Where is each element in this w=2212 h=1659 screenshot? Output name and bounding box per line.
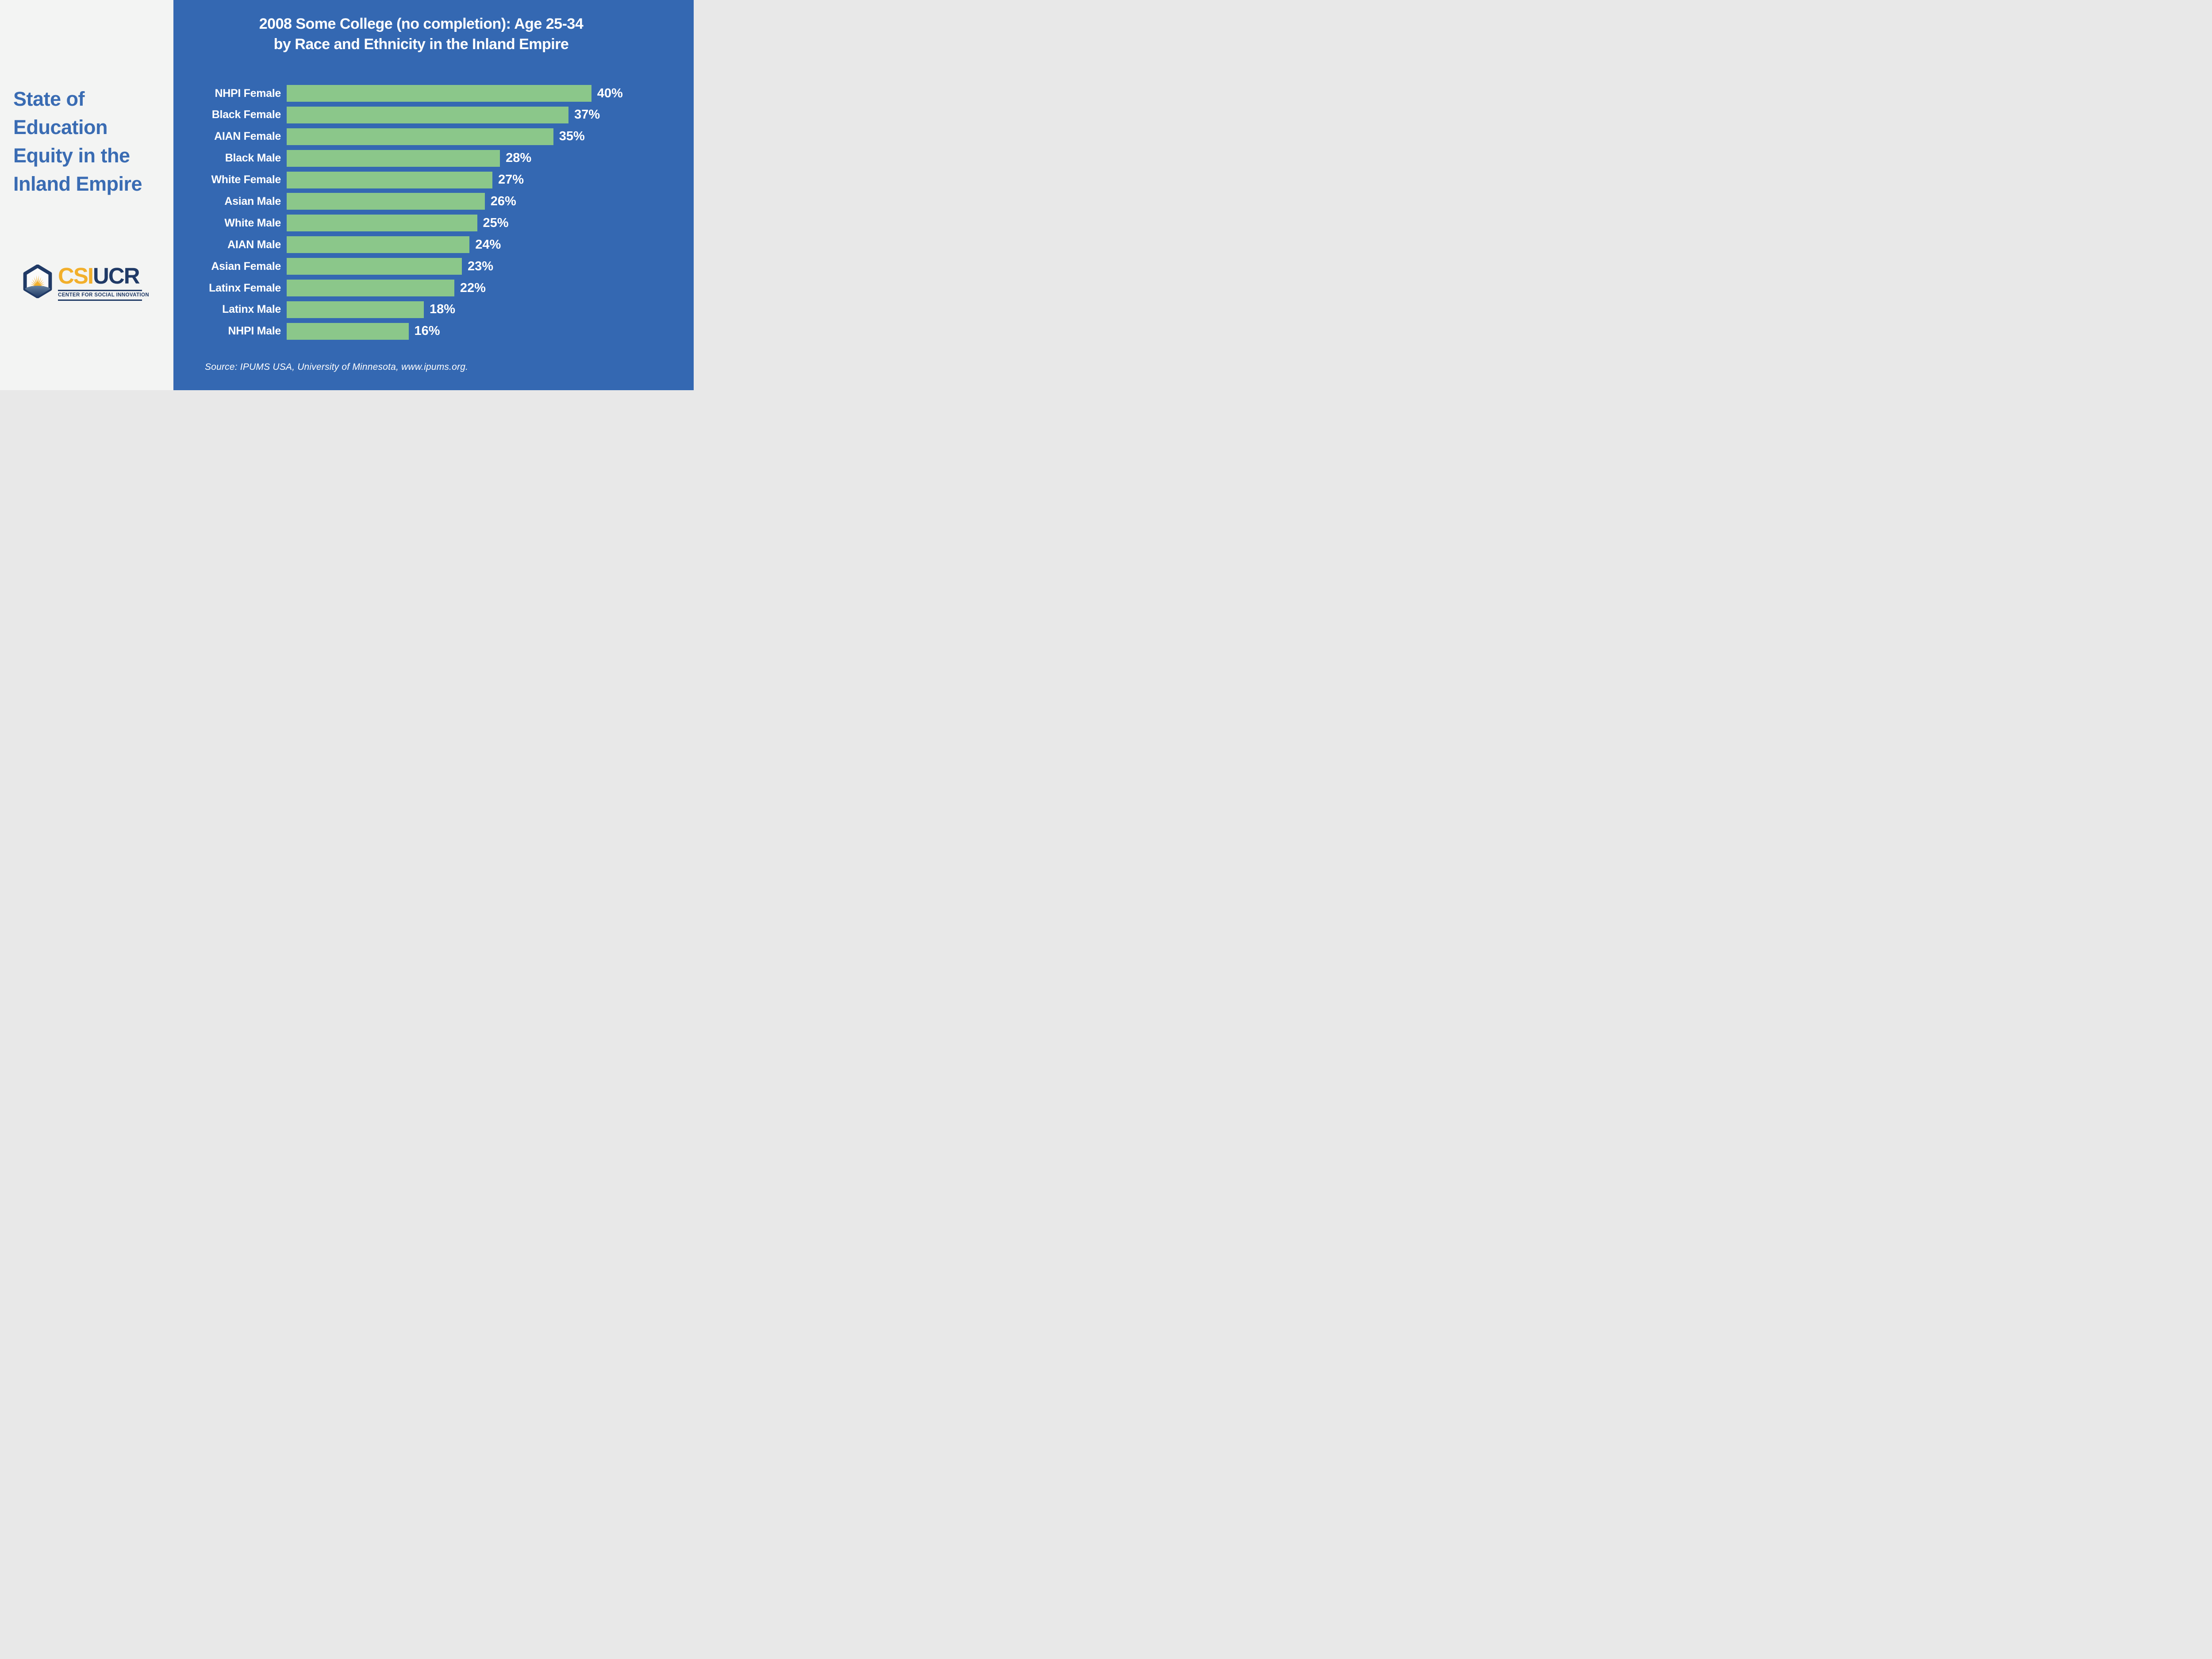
bar-row: Black Male 28%: [173, 150, 694, 167]
report-title-line: Equity in the: [13, 144, 130, 167]
bar-value: 22%: [460, 280, 486, 295]
bar-value: 18%: [429, 302, 455, 317]
bar-label: Latinx Female: [209, 281, 281, 294]
source-note: Source: IPUMS USA, University of Minneso…: [205, 362, 469, 372]
bar-label: White Male: [224, 216, 281, 229]
logo-csi-text: CSI: [58, 263, 94, 288]
report-title: State of Education Equity in the Inland …: [13, 85, 142, 198]
bar-label: AIAN Male: [227, 238, 281, 251]
bar: [287, 193, 485, 210]
bar-row: White Male 25%: [173, 215, 694, 232]
bar-row: AIAN Female 35%: [173, 128, 694, 145]
logo-shield-sunrise-icon: [23, 265, 52, 298]
chart-title: 2008 Some College (no completion): Age 2…: [173, 14, 669, 54]
logo-tagline: CENTER FOR SOCIAL INNOVATION: [58, 292, 150, 298]
bar: [287, 280, 454, 297]
logo-ucr-text: UCR: [93, 263, 140, 288]
bar-label: White Female: [211, 173, 281, 186]
bar: [287, 171, 492, 188]
bar-value: 35%: [559, 129, 585, 144]
chart-title-line: 2008 Some College (no completion): Age 2…: [259, 15, 584, 32]
bar-row: White Female 27%: [173, 171, 694, 188]
bar-label: Latinx Male: [222, 303, 281, 316]
bar-label: NHPI Female: [215, 87, 281, 100]
bar: [287, 258, 462, 275]
bar-value: 28%: [506, 151, 532, 165]
bar: [287, 128, 553, 145]
logo-divider-top: [58, 290, 142, 291]
bar: [287, 85, 591, 102]
sidebar: State of Education Equity in the Inland …: [0, 0, 173, 390]
bar: [287, 215, 477, 232]
report-title-line: State of: [13, 88, 85, 110]
bar-row: Black Female 37%: [173, 106, 694, 123]
bar-label: Asian Female: [211, 260, 281, 273]
bar: [287, 236, 470, 253]
bar-row: NHPI Male 16%: [173, 323, 694, 340]
bar-row: Asian Male 26%: [173, 193, 694, 210]
bar-value: 23%: [468, 259, 494, 273]
bar-chart: NHPI Female 40% Black Female 37% AIAN Fe…: [173, 85, 694, 345]
bar-row: NHPI Female 40%: [173, 85, 694, 102]
bar-row: Latinx Male 18%: [173, 301, 694, 318]
bar-row: Latinx Female 22%: [173, 280, 694, 297]
bar-label: NHPI Male: [228, 325, 281, 338]
bar-value: 24%: [475, 237, 501, 252]
bar-value: 16%: [414, 324, 440, 338]
bar-row: Asian Female 23%: [173, 258, 694, 275]
bar-label: Black Female: [211, 108, 281, 121]
logo-acronym: CSIUCR: [58, 265, 142, 288]
bar: [287, 301, 424, 318]
chart-panel: 2008 Some College (no completion): Age 2…: [173, 0, 694, 390]
report-title-line: Education: [13, 116, 108, 138]
bar-label: Asian Male: [224, 195, 281, 207]
csi-ucr-logo: CSIUCR CENTER FOR SOCIAL INNOVATION: [23, 265, 150, 301]
report-title-line: Inland Empire: [13, 173, 142, 195]
bar: [287, 323, 409, 340]
bar-label: AIAN Female: [214, 130, 281, 143]
bar-value: 37%: [574, 108, 600, 122]
logo-divider-bottom: [58, 300, 142, 301]
bar-value: 40%: [597, 86, 623, 100]
bar-value: 25%: [483, 215, 509, 230]
chart-title-line: by Race and Ethnicity in the Inland Empi…: [273, 36, 569, 53]
bar-label: Black Male: [225, 152, 281, 165]
bar-value: 26%: [490, 194, 516, 208]
bar-value: 27%: [498, 173, 524, 187]
bar: [287, 106, 569, 123]
bar: [287, 150, 500, 167]
logo-wordmark: CSIUCR CENTER FOR SOCIAL INNOVATION: [58, 265, 150, 301]
bar-row: AIAN Male 24%: [173, 236, 694, 253]
infographic-slide: State of Education Equity in the Inland …: [0, 0, 694, 390]
